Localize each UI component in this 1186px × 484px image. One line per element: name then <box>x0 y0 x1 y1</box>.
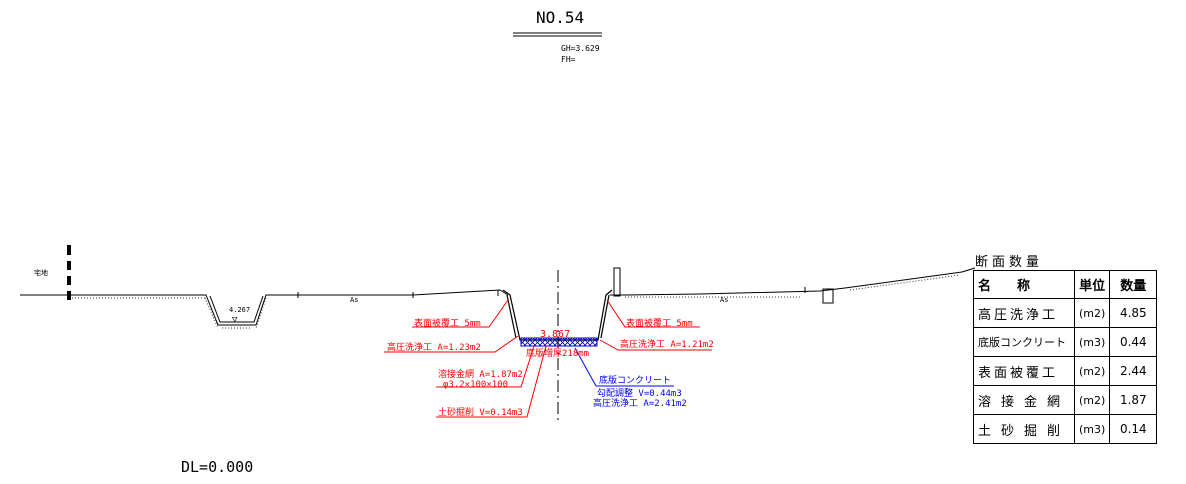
row-unit: (m2) <box>1073 298 1111 328</box>
datum-level-label: DL=0.000 <box>181 458 254 476</box>
row-qty: 0.14 <box>1109 414 1158 444</box>
row-unit: (m2) <box>1073 356 1111 386</box>
note-washing-total: 高圧洗浄工 A=2.41m2 <box>593 399 687 409</box>
quantity-table-header: 名 称 単位 数量 <box>973 270 1158 299</box>
ground-texture <box>72 274 961 329</box>
base-depth-label: 底版増厚218mm <box>526 349 590 359</box>
row-unit: (m3) <box>1073 327 1111 357</box>
row-name: 底版コンクリート <box>973 327 1075 357</box>
header-name: 名 称 <box>973 270 1075 299</box>
pavement-label-right: As <box>720 296 729 304</box>
table-row: 底版コンクリート (m3) 0.44 <box>973 327 1158 357</box>
row-unit: (m3) <box>1073 414 1111 444</box>
blue-leaders <box>574 347 674 387</box>
row-unit: (m2) <box>1073 385 1111 415</box>
row-name: 表面被覆工 <box>973 356 1075 386</box>
note-washing-left: 高圧洗浄工 A=1.23m2 <box>387 343 481 353</box>
red-leaders <box>384 299 712 418</box>
canal-level-label: 3.867 <box>540 329 571 340</box>
row-qty: 4.85 <box>1109 298 1158 328</box>
right-post <box>613 267 834 304</box>
title-underline <box>513 32 602 37</box>
water-level-icon: ▽ <box>232 315 238 325</box>
note-washing-right: 高圧洗浄工 A=1.21m2 <box>620 340 714 350</box>
quantity-table: 名 称 単位 数量 高圧洗浄工 (m2) 4.85 底版コンクリート (m3) … <box>973 270 1158 444</box>
header-qty: 数量 <box>1109 270 1158 299</box>
table-row: 土砂掘削 (m3) 0.14 <box>973 414 1158 444</box>
row-name: 土砂掘削 <box>973 414 1075 444</box>
row-name: 溶接金網 <box>973 385 1075 415</box>
tick-marks <box>297 287 806 298</box>
table-leader <box>961 267 976 273</box>
land-label: 宅地 <box>34 269 48 277</box>
pavement-label-left: As <box>350 296 359 304</box>
note-grade-adjust: 勾配調整 V=0.44m3 <box>597 389 682 399</box>
ground-height-label: GH=3.629 <box>561 44 600 53</box>
quantity-table-title: 断面数量 <box>975 255 1044 270</box>
row-qty: 0.44 <box>1109 327 1158 357</box>
table-row: 表面被覆工 (m2) 2.44 <box>973 356 1158 386</box>
note-welded-mesh: 溶接金網 A=1.87m2 <box>438 370 523 380</box>
note-surface-coating-left: 表面被覆工 5mm <box>414 319 481 329</box>
finish-height-label: FH= <box>561 55 576 64</box>
ditch-level-label: 4.267 <box>229 306 251 314</box>
note-surface-coating-right: 表面被覆工 5mm <box>626 319 693 329</box>
row-qty: 1.87 <box>1109 385 1158 415</box>
ground-profile <box>20 271 963 326</box>
note-mesh-spec: φ3.2×100×100 <box>443 380 509 390</box>
note-excavation: 土砂掘削 V=0.14m3 <box>438 408 523 418</box>
base-slab <box>520 337 598 347</box>
row-name: 高圧洗浄工 <box>973 298 1075 328</box>
left-pole <box>67 245 71 300</box>
row-qty: 2.44 <box>1109 356 1158 386</box>
section-number: NO.54 <box>536 8 585 27</box>
table-row: 溶接金網 (m2) 1.87 <box>973 385 1158 415</box>
note-base-concrete: 底版コンクリート <box>599 376 672 386</box>
table-row: 高圧洗浄工 (m2) 4.85 <box>973 298 1158 328</box>
header-unit: 単位 <box>1073 270 1111 299</box>
